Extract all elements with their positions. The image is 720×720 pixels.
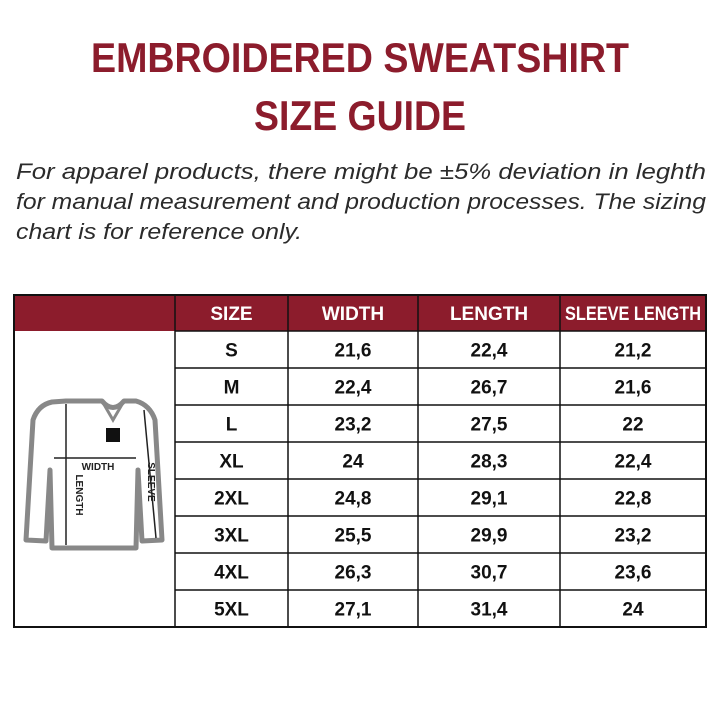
table-border bbox=[13, 294, 707, 628]
size-cell: 2XL bbox=[214, 489, 249, 510]
measure-cell: 22,4 bbox=[615, 452, 652, 473]
measure-cell: 21,6 bbox=[335, 341, 372, 362]
note-line: for manual measurement and production pr… bbox=[16, 189, 707, 214]
measure-cell: 22 bbox=[622, 415, 643, 436]
measure-cell: 23,2 bbox=[615, 526, 652, 547]
measure-cell: 23,2 bbox=[335, 415, 372, 436]
measure-cell: 21,2 bbox=[615, 341, 652, 362]
column-header: SLEEVE LENGTH bbox=[565, 304, 701, 325]
measure-cell: 31,4 bbox=[471, 600, 508, 621]
length-label: LENGTH bbox=[73, 474, 84, 515]
size-cell: 5XL bbox=[214, 600, 249, 621]
measure-cell: 26,7 bbox=[471, 378, 508, 399]
measure-cell: 29,9 bbox=[471, 526, 508, 547]
width-label: WIDTH bbox=[82, 462, 115, 473]
measure-cell: 27,1 bbox=[335, 600, 372, 621]
header-row bbox=[14, 295, 706, 331]
size-cell: XL bbox=[219, 452, 244, 473]
measure-cell: 24 bbox=[622, 600, 644, 621]
measure-cell: 21,6 bbox=[615, 378, 652, 399]
column-header: WIDTH bbox=[322, 304, 384, 325]
measure-cell: 24 bbox=[342, 452, 364, 473]
note-line: chart is for reference only. bbox=[16, 219, 302, 244]
measure-cell: 26,3 bbox=[335, 563, 372, 584]
title-line: EMBROIDERED SWEATSHIRT bbox=[91, 34, 629, 81]
size-cell: 4XL bbox=[214, 563, 249, 584]
size-cell: S bbox=[225, 341, 238, 362]
sweatshirt-outline bbox=[23, 398, 165, 551]
embroidery-patch bbox=[106, 428, 120, 442]
measure-cell: 30,7 bbox=[471, 563, 508, 584]
measure-cell: 25,5 bbox=[335, 526, 372, 547]
note-line: For apparel products, there might be ±5%… bbox=[16, 159, 706, 184]
measure-cell: 28,3 bbox=[471, 452, 508, 473]
column-header: SIZE bbox=[210, 304, 252, 325]
column-header: LENGTH bbox=[450, 304, 528, 325]
size-cell: 3XL bbox=[214, 526, 249, 547]
measure-cell: 22,4 bbox=[471, 341, 508, 362]
size-cell: M bbox=[224, 378, 240, 399]
sleeve-label: SLEEVE bbox=[145, 462, 156, 502]
measure-cell: 27,5 bbox=[471, 415, 508, 436]
title-line: SIZE GUIDE bbox=[254, 92, 466, 139]
collar bbox=[100, 400, 126, 423]
size-cell: L bbox=[226, 415, 238, 436]
measure-cell: 22,4 bbox=[335, 378, 372, 399]
measure-cell: 29,1 bbox=[471, 489, 508, 510]
measure-cell: 22,8 bbox=[615, 489, 652, 510]
sweatshirt-illustration: WIDTH LENGTH SLEEVE bbox=[23, 398, 165, 551]
measure-cell: 23,6 bbox=[615, 563, 652, 584]
measure-cell: 24,8 bbox=[335, 489, 372, 510]
sleeve-line bbox=[143, 409, 157, 539]
